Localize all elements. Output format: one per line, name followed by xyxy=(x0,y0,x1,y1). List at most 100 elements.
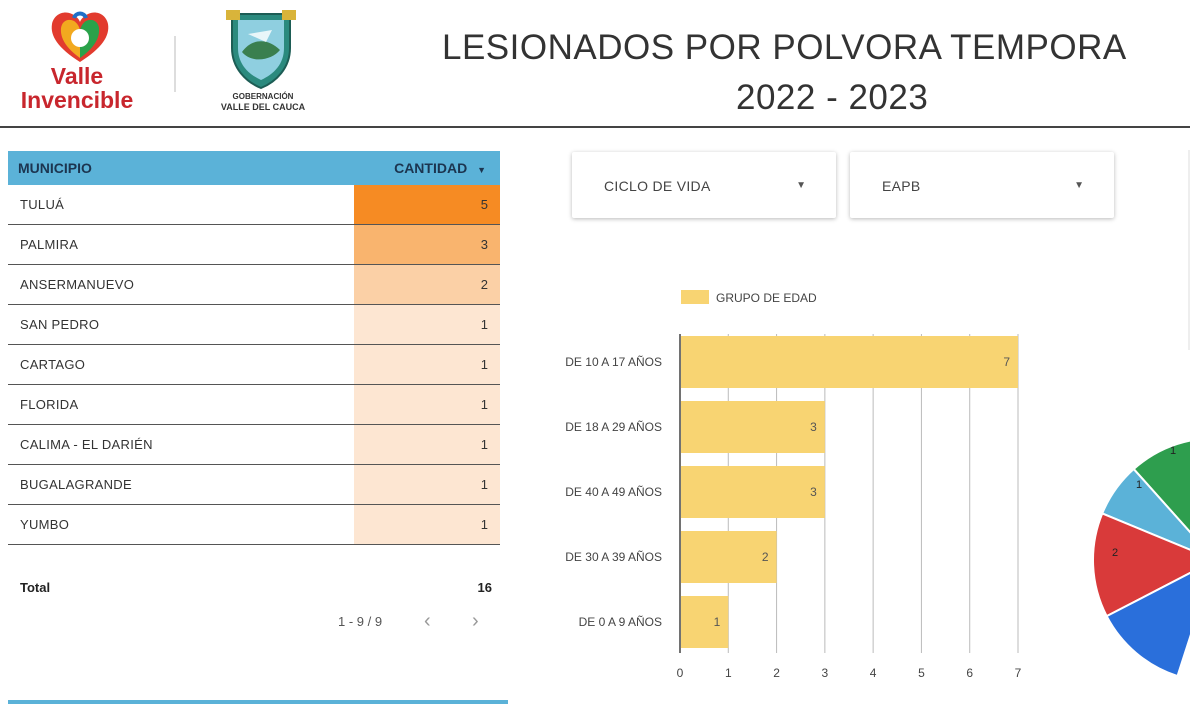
next-panel-top-border xyxy=(8,700,508,704)
municipio-name: CALIMA - EL DARIÉN xyxy=(20,437,153,452)
pie-slice[interactable] xyxy=(1105,560,1190,678)
bar-value-label: 7 xyxy=(1003,355,1010,369)
table-body: TULUÁ 5 PALMIRA 3 ANSERMANUEVO 2 SAN PEDRO 1 CAR… xyxy=(8,185,500,545)
table-row[interactable]: BUGALAGRANDE 1 xyxy=(8,465,500,505)
bar[interactable] xyxy=(681,531,777,583)
valle-invencible-logo: Valle Invencible xyxy=(4,8,150,116)
cantidad-value: 5 xyxy=(480,197,488,212)
cantidad-label: CANTIDAD xyxy=(394,160,468,176)
municipio-name: CARTAGO xyxy=(20,357,86,372)
cantidad-cell: 1 xyxy=(354,385,500,424)
cantidad-value: 1 xyxy=(480,517,488,532)
cantidad-value: 1 xyxy=(480,357,488,372)
dropdown-arrow-icon: ▼ xyxy=(796,180,806,191)
gobernacion-text: GOBERNACIÓN xyxy=(232,92,294,101)
municipio-name: TULUÁ xyxy=(20,197,65,212)
municipio-name: SAN PEDRO xyxy=(20,317,100,332)
municipio-table: MUNICIPIO CANTIDAD ▼ TULUÁ 5 PALMIRA 3 ANSER… xyxy=(8,151,500,545)
bar-value-label: 1 xyxy=(714,615,721,629)
bar[interactable] xyxy=(681,401,825,453)
total-label: Total xyxy=(20,580,51,595)
municipio-name: BUGALAGRANDE xyxy=(20,477,132,492)
right-panel-edge xyxy=(1188,150,1190,350)
x-tick-label: 3 xyxy=(822,666,829,680)
table-row[interactable]: ANSERMANUEVO 2 xyxy=(8,265,500,305)
bar-value-label: 3 xyxy=(810,485,817,499)
municipio-name: ANSERMANUEVO xyxy=(20,277,135,292)
pie-chart: 1 1 2 xyxy=(1092,439,1190,678)
bar-value-label: 2 xyxy=(762,550,769,564)
column-header-municipio[interactable]: MUNICIPIO xyxy=(18,160,92,176)
table-row[interactable]: FLORIDA 1 xyxy=(8,385,500,425)
logo-divider xyxy=(174,36,176,92)
category-label: DE 10 A 17 AÑOS xyxy=(565,355,662,369)
pie-slice-label: 1 xyxy=(1136,479,1142,491)
cantidad-value: 3 xyxy=(480,237,488,252)
triangle-down-icon: ▼ xyxy=(477,165,486,175)
category-label: DE 30 A 39 AÑOS xyxy=(565,550,662,564)
pagination-text: 1 - 9 / 9 xyxy=(338,614,383,629)
page-subtitle: 2022 - 2023 xyxy=(736,78,929,117)
table-row[interactable]: TULUÁ 5 xyxy=(8,185,500,225)
x-tick-label: 2 xyxy=(773,666,780,680)
municipio-name: FLORIDA xyxy=(20,397,79,412)
x-tick-label: 6 xyxy=(966,666,973,680)
x-tick-label: 4 xyxy=(870,666,877,680)
total-value: 16 xyxy=(477,580,492,595)
cantidad-value: 1 xyxy=(480,477,488,492)
bar[interactable] xyxy=(681,466,825,518)
cantidad-cell: 1 xyxy=(354,465,500,504)
table-row[interactable]: CARTAGO 1 xyxy=(8,345,500,385)
coat-of-arms-icon xyxy=(226,10,296,90)
pie-slice-label: 1 xyxy=(1170,445,1176,457)
cantidad-cell: 1 xyxy=(354,345,500,384)
chevron-right-icon[interactable]: › xyxy=(472,610,479,632)
valle-del-cauca-text: VALLE DEL CAUCA xyxy=(220,102,306,112)
logo-text-invencible: Invencible xyxy=(20,87,134,113)
logo-text-valle: Valle xyxy=(50,63,104,89)
cantidad-value: 2 xyxy=(480,277,488,292)
x-tick-label: 0 xyxy=(677,666,684,680)
category-label: DE 0 A 9 AÑOS xyxy=(579,615,662,629)
legend-label: GRUPO DE EDAD xyxy=(716,291,817,305)
municipio-name: PALMIRA xyxy=(20,237,79,252)
ciclo-de-vida-dropdown[interactable]: CICLO DE VIDA ▼ xyxy=(572,152,836,218)
page-title: LESIONADOS POR POLVORA TEMPORA xyxy=(442,28,1127,67)
table-row[interactable]: YUMBO 1 xyxy=(8,505,500,545)
legend-swatch xyxy=(681,290,709,304)
bar[interactable] xyxy=(681,336,1018,388)
category-label: DE 18 A 29 AÑOS xyxy=(565,420,662,434)
pie-slice-label: 2 xyxy=(1112,547,1118,559)
column-header-cantidad[interactable]: CANTIDAD ▼ xyxy=(394,160,486,176)
table-header: MUNICIPIO CANTIDAD ▼ xyxy=(8,151,500,185)
table-row[interactable]: SAN PEDRO 1 xyxy=(8,305,500,345)
eapb-label: EAPB xyxy=(882,178,921,194)
pie-slice[interactable] xyxy=(1092,512,1190,618)
cantidad-value: 1 xyxy=(480,317,488,332)
bar[interactable] xyxy=(681,596,729,648)
x-tick-label: 5 xyxy=(918,666,925,680)
chevron-left-icon[interactable]: ‹ xyxy=(424,610,431,632)
cantidad-cell: 1 xyxy=(354,505,500,544)
municipio-name: YUMBO xyxy=(20,517,70,532)
bar-value-label: 3 xyxy=(810,420,817,434)
cantidad-cell: 2 xyxy=(354,265,500,304)
x-tick-label: 1 xyxy=(725,666,732,680)
cantidad-value: 1 xyxy=(480,397,488,412)
eapb-dropdown[interactable]: EAPB ▼ xyxy=(850,152,1114,218)
table-row[interactable]: PALMIRA 3 xyxy=(8,225,500,265)
heart-logo-icon xyxy=(51,11,109,62)
cantidad-value: 1 xyxy=(480,437,488,452)
category-label: DE 40 A 49 AÑOS xyxy=(565,485,662,499)
dashboard-header: Valle Invencible GOBERNACIÓN VALLE DEL C… xyxy=(0,0,1190,128)
x-tick-label: 7 xyxy=(1015,666,1022,680)
gobernacion-logo: GOBERNACIÓN VALLE DEL CAUCA xyxy=(200,8,326,116)
cantidad-cell: 3 xyxy=(354,225,500,264)
cantidad-cell: 1 xyxy=(354,305,500,344)
cantidad-cell: 1 xyxy=(354,425,500,464)
ciclo-de-vida-label: CICLO DE VIDA xyxy=(604,178,711,194)
table-row[interactable]: CALIMA - EL DARIÉN 1 xyxy=(8,425,500,465)
dropdown-arrow-icon: ▼ xyxy=(1074,180,1084,191)
cantidad-cell: 5 xyxy=(354,185,500,224)
